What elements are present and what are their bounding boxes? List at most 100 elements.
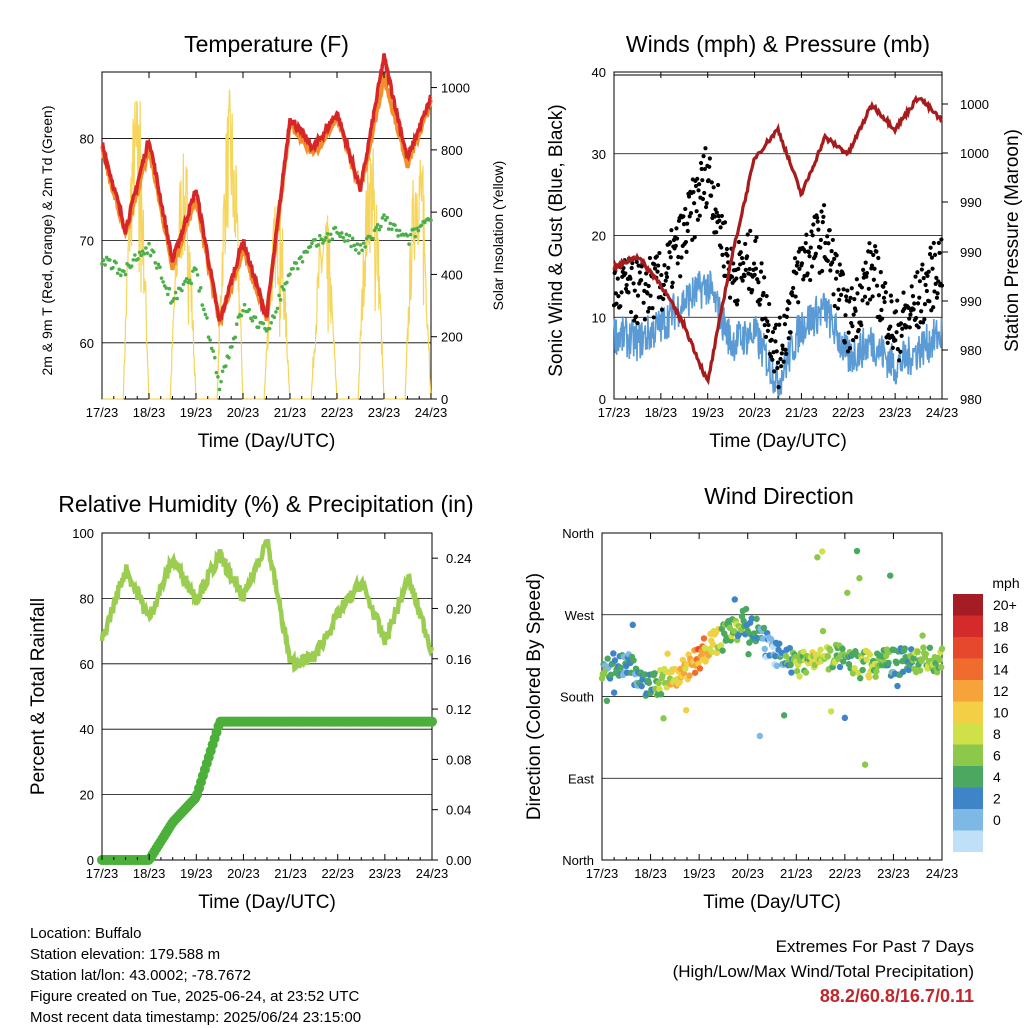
dewpoint-point <box>253 315 258 320</box>
gust-point <box>929 255 935 260</box>
gust-point <box>774 349 779 354</box>
direction-point <box>827 647 834 654</box>
direction-ylabel: Direction (Colored By Speed) <box>524 573 545 820</box>
gust-point <box>818 245 823 250</box>
gust-point <box>931 305 936 310</box>
dewpoint-point <box>333 225 338 230</box>
gust-point <box>868 249 873 255</box>
direction-point <box>610 650 617 657</box>
direction-point <box>676 678 683 686</box>
gust-point <box>890 345 895 350</box>
dewpoint-point <box>206 335 211 339</box>
gust-point <box>719 213 724 219</box>
x-tick-label: 24/23 <box>926 405 959 420</box>
gust-point <box>876 255 881 261</box>
direction-point <box>817 646 824 653</box>
y-tick-label: 20 <box>80 788 94 803</box>
gust-point <box>753 266 759 271</box>
direction-point <box>836 663 844 671</box>
gust-point <box>647 255 653 261</box>
y-right-tick-label: 1000 <box>960 97 989 112</box>
gust-point <box>664 274 670 280</box>
gust-point <box>777 322 782 327</box>
gust-point <box>613 291 618 296</box>
x-tick-label: 23/23 <box>879 405 912 420</box>
gust-point <box>758 297 763 302</box>
dewpoint-point <box>355 242 360 246</box>
gust-point <box>906 305 911 310</box>
y-right-tick-label: 990 <box>960 294 982 309</box>
gust-point <box>635 321 640 326</box>
dewpoint-point <box>277 293 281 298</box>
direction-point <box>859 666 866 674</box>
gust-point <box>717 218 722 223</box>
gust-point <box>643 281 648 287</box>
gust-point <box>762 275 767 280</box>
gust-point <box>767 301 772 307</box>
direction-point <box>856 575 863 582</box>
gust-point <box>757 302 762 307</box>
gust-point <box>915 270 920 275</box>
gust-point <box>917 279 923 284</box>
dewpoint-point <box>347 233 352 238</box>
x-tick-label: 19/23 <box>691 405 724 420</box>
gust-point <box>810 233 815 238</box>
dewpoint-point <box>100 262 104 266</box>
gust-point <box>742 273 747 279</box>
gust-point <box>829 248 834 254</box>
direction-point <box>664 650 671 657</box>
y-tick-label: 30 <box>592 147 606 162</box>
x-tick-label: 17/23 <box>586 866 619 881</box>
direction-point <box>611 657 619 664</box>
legend-label: 0 <box>993 812 1001 828</box>
direction-point <box>919 632 926 639</box>
gust-point <box>936 240 941 246</box>
dewpoint-point <box>180 288 184 293</box>
gust-point <box>635 293 641 298</box>
gust-point <box>690 237 695 242</box>
gust-point <box>870 294 875 299</box>
gust-point <box>695 217 700 222</box>
gust-point <box>799 261 805 266</box>
gust-point <box>908 312 913 317</box>
direction-point <box>686 672 693 679</box>
direction-point <box>719 647 726 654</box>
gust-point <box>724 246 730 252</box>
gust-point <box>709 180 714 185</box>
y-tick-label: South <box>560 690 594 705</box>
latlon-text: Station lat/lon: 43.0002; -78.7672 <box>30 967 252 984</box>
gust-point <box>795 260 800 265</box>
x-tick-label: 20/23 <box>227 866 260 881</box>
solar-ylabel: Solar Insolation (Yellow) <box>490 161 506 311</box>
dewpoint-point <box>407 242 411 246</box>
gust-point <box>766 322 771 328</box>
y-right-tick-label: 800 <box>441 143 463 158</box>
direction-point <box>894 682 901 690</box>
direction-point <box>905 666 913 674</box>
gust-point <box>865 301 870 306</box>
gust-point <box>850 324 855 329</box>
legend-label: 18 <box>993 619 1009 635</box>
direction-point <box>910 654 917 662</box>
y-tick-label: North <box>562 526 594 541</box>
gust-point <box>832 303 837 309</box>
y-right-tick-label: 200 <box>441 330 463 345</box>
dewpoint-point <box>386 227 391 231</box>
direction-point <box>638 682 645 690</box>
dewpoint-point <box>202 307 206 312</box>
direction-point <box>872 673 879 680</box>
gust-point <box>711 185 716 190</box>
direction-point <box>780 712 788 719</box>
gust-point <box>623 271 628 276</box>
y-tick-label: 0 <box>599 392 606 407</box>
dewpoint-point <box>241 308 245 313</box>
dewpoint-point <box>308 244 313 249</box>
pressure-line <box>612 94 943 386</box>
y-right-tick-label: 980 <box>960 392 982 407</box>
direction-point <box>696 665 704 672</box>
gust-point <box>771 350 776 355</box>
gust-point <box>777 315 782 320</box>
gust-point <box>743 267 748 272</box>
station-info: Location: Buffalo Station elevation: 179… <box>30 923 361 1028</box>
y-right-tick-label: 0.12 <box>446 702 471 717</box>
